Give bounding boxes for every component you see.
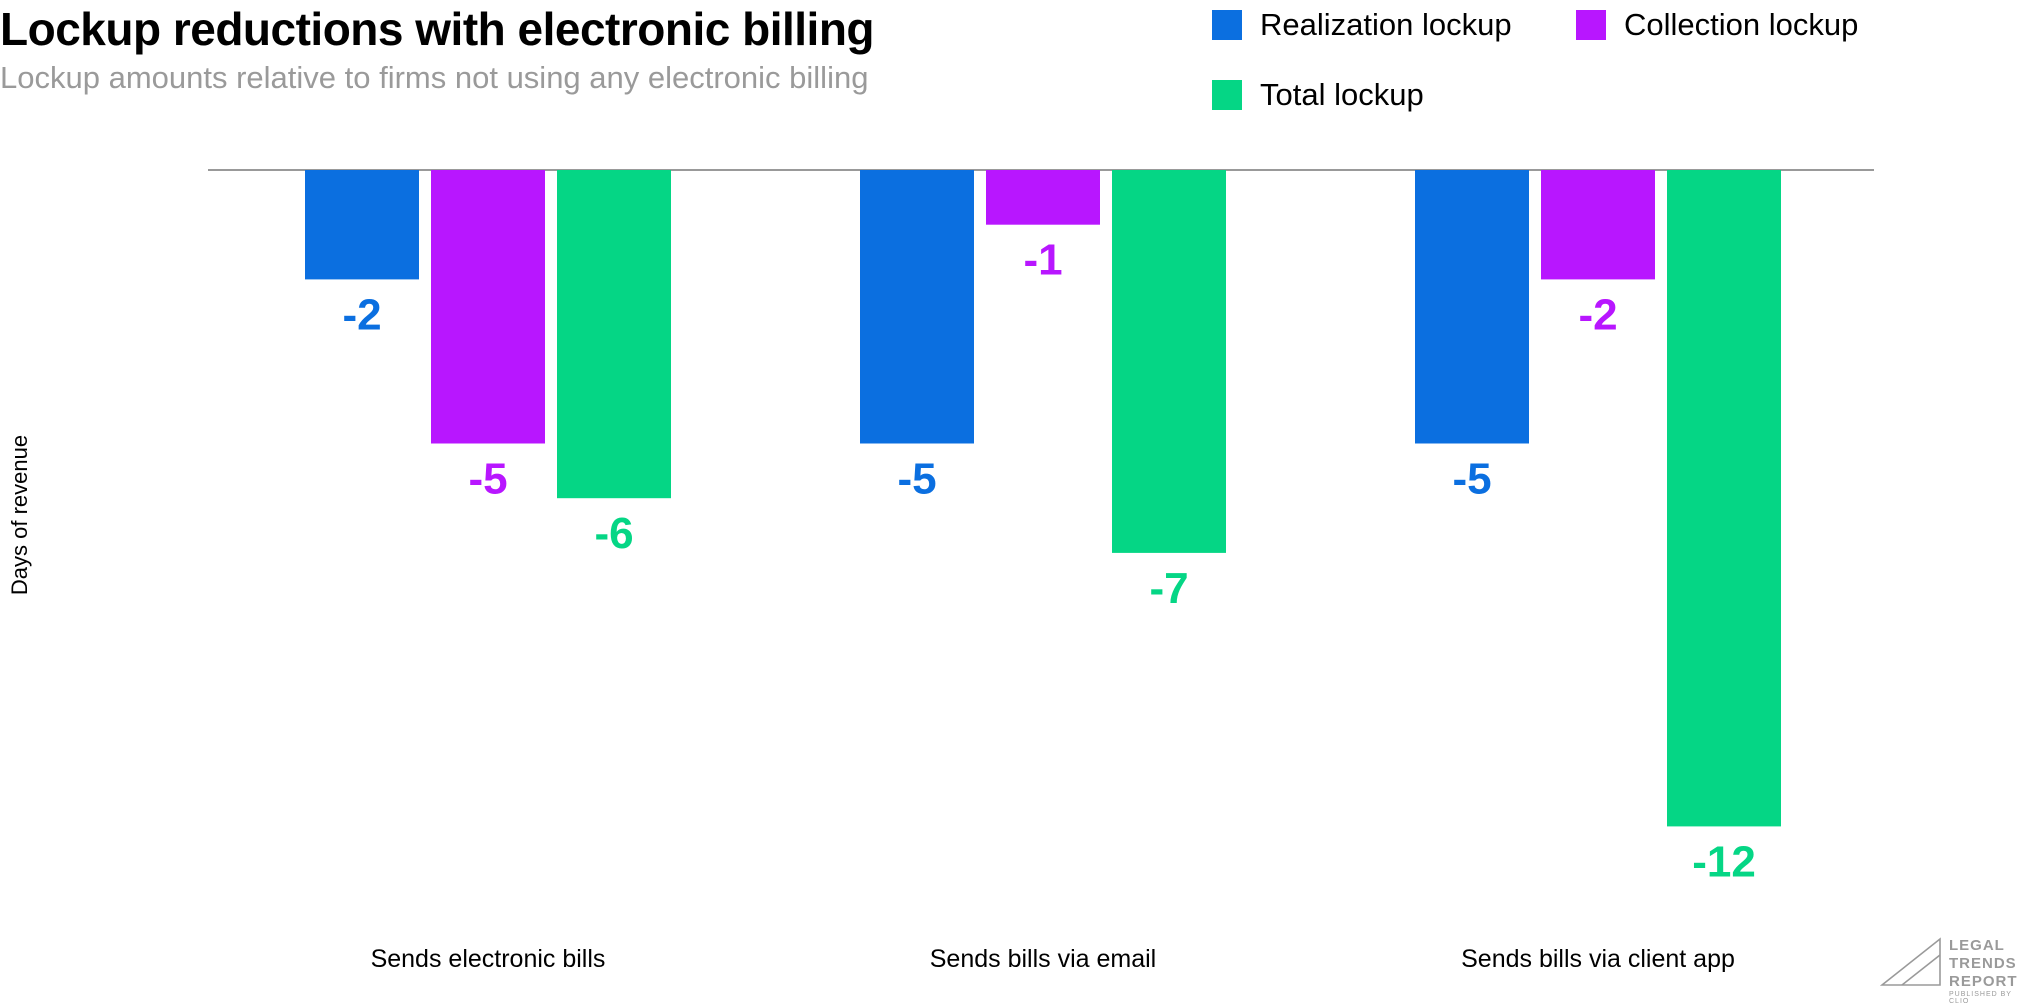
bar-realization-lockup-sends-bills-via-client-app: [1415, 170, 1529, 444]
bar-realization-lockup-sends-electronic-bills: [305, 170, 419, 280]
chart-subtitle: Lockup amounts relative to firms not usi…: [0, 60, 869, 95]
category-label-sends-bills-via-client-app: Sends bills via client app: [1461, 945, 1735, 973]
legend-label-realization: Realization lockup: [1260, 7, 1512, 42]
data-label-realization-lockup-sends-bills-via-email: -5: [897, 455, 936, 504]
data-label-total-lockup-sends-electronic-bills: -6: [594, 509, 633, 558]
category-label-sends-bills-via-email: Sends bills via email: [930, 945, 1157, 973]
data-label-total-lockup-sends-bills-via-email: -7: [1149, 564, 1188, 613]
legend-item-realization: Realization lockup: [1212, 7, 1512, 43]
bar-collection-lockup-sends-electronic-bills: [431, 170, 545, 444]
category-label-sends-electronic-bills: Sends electronic bills: [371, 945, 606, 973]
bar-total-lockup-sends-bills-via-client-app: [1667, 170, 1781, 827]
data-label-realization-lockup-sends-bills-via-client-app: -5: [1452, 455, 1491, 504]
logo-line-1: LEGAL: [1949, 937, 2005, 954]
bar-total-lockup-sends-electronic-bills: [557, 170, 671, 499]
data-label-realization-lockup-sends-electronic-bills: -2: [342, 290, 381, 339]
legend-item-total: Total lockup: [1212, 77, 1424, 113]
data-label-collection-lockup-sends-bills-via-client-app: -2: [1578, 290, 1617, 339]
legend-item-collection: Collection lockup: [1576, 7, 1858, 43]
bar-total-lockup-sends-bills-via-email: [1112, 170, 1226, 553]
legend-swatch-realization: [1212, 10, 1242, 40]
bar-collection-lockup-sends-bills-via-email: [986, 170, 1100, 225]
bar-collection-lockup-sends-bills-via-client-app: [1541, 170, 1655, 280]
chart-title: Lockup reductions with electronic billin…: [0, 3, 875, 55]
legend-swatch-total: [1212, 80, 1242, 110]
data-label-total-lockup-sends-bills-via-client-app: -12: [1692, 837, 1756, 886]
legend-swatch-collection: [1576, 10, 1606, 40]
data-label-collection-lockup-sends-electronic-bills: -5: [468, 455, 507, 504]
logo-mark-icon: [1880, 937, 1941, 986]
legend-label-total: Total lockup: [1260, 77, 1424, 112]
data-label-collection-lockup-sends-bills-via-email: -1: [1023, 236, 1062, 285]
bar-realization-lockup-sends-bills-via-email: [860, 170, 974, 444]
legend-label-collection: Collection lockup: [1624, 7, 1859, 42]
logo-line-2: TRENDS: [1949, 955, 2017, 972]
logo-tagline: PUBLISHED BY CLIO: [1949, 991, 2012, 1005]
logo-line-3: REPORT: [1949, 973, 2018, 990]
